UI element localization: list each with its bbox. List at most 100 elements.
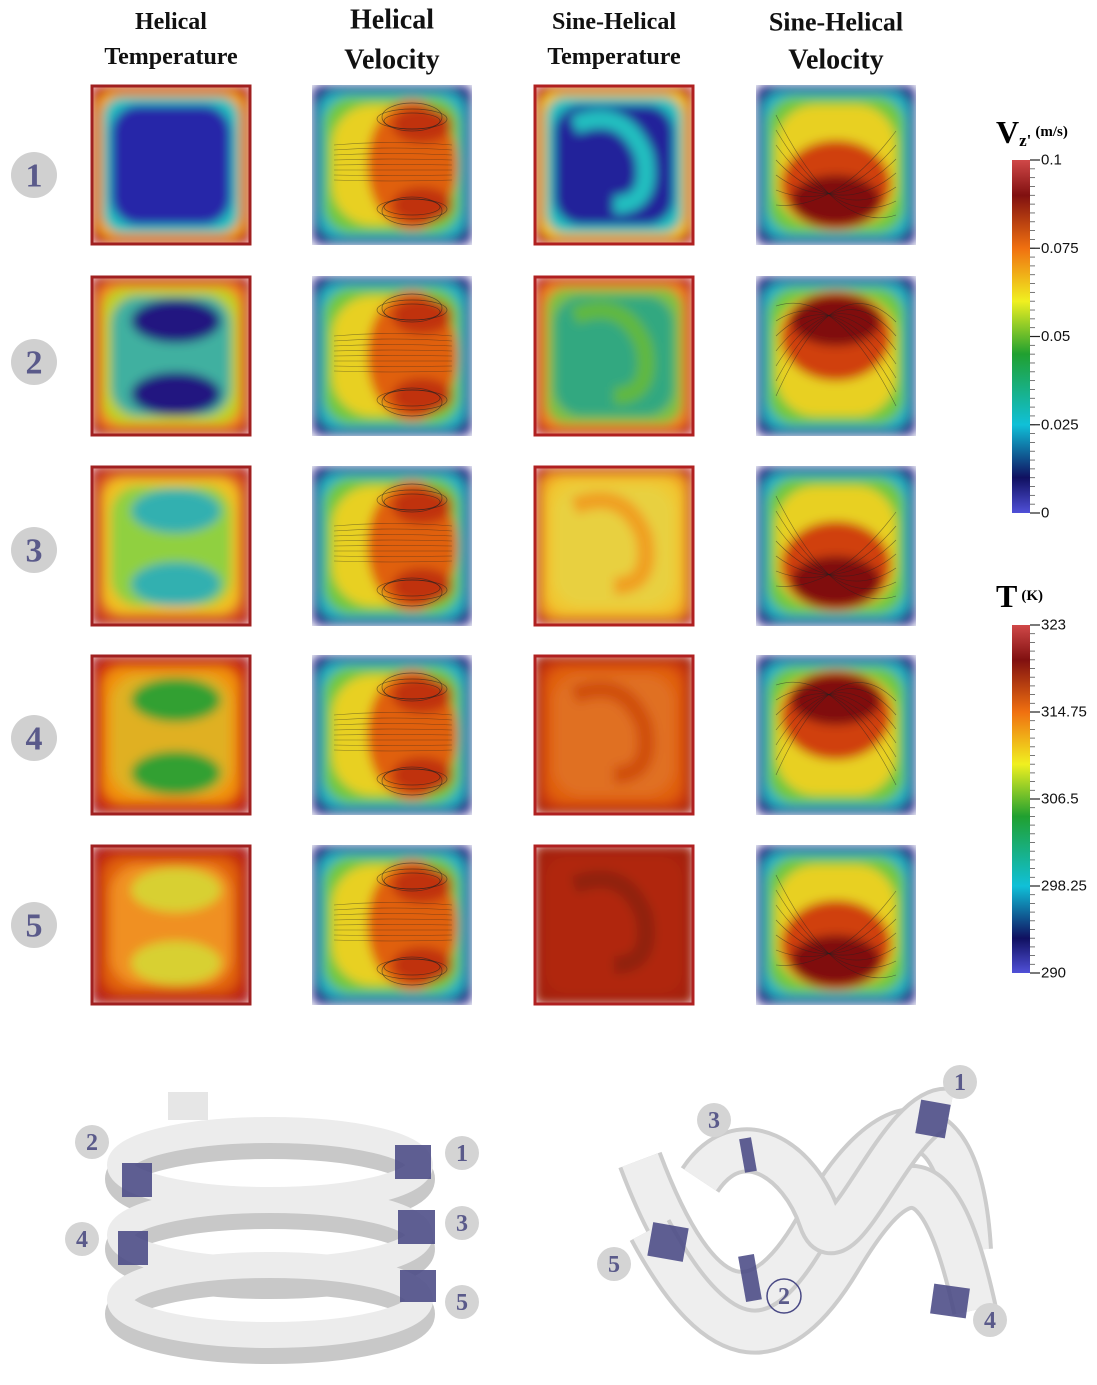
diagram-badge [445, 1136, 479, 1170]
row-badge [11, 902, 57, 948]
streamline [333, 907, 453, 911]
colorbar-unit: (K) [1021, 588, 1043, 604]
column-header: Sine-Helical [552, 9, 676, 35]
colorbar-tick-label: 0.05 [1041, 328, 1070, 345]
row-label: 5 [26, 908, 43, 945]
colorbar [1012, 160, 1030, 513]
contour-lobe [131, 372, 221, 416]
streamline [333, 939, 453, 942]
contour-lobe [392, 298, 452, 334]
contour-field [534, 276, 694, 436]
probe-plane [400, 1270, 436, 1302]
contour-lobe [392, 568, 452, 604]
streamline [383, 493, 441, 511]
streamline [333, 717, 453, 721]
contour-field [756, 276, 916, 436]
contour-blur [91, 85, 251, 245]
streamline [775, 158, 897, 194]
streamline [333, 174, 453, 176]
streamline [775, 694, 897, 744]
panel-border [533, 844, 695, 1006]
panel-border [533, 465, 695, 627]
streamline [775, 689, 897, 772]
colorbar-symbol: T [996, 578, 1017, 614]
diagram-badge [697, 1103, 731, 1137]
column-header: Velocity [788, 45, 883, 76]
diagram-badge [597, 1247, 631, 1281]
diagram-label: 1 [954, 1070, 966, 1096]
streamline [775, 313, 897, 367]
diagram-label: 3 [456, 1211, 468, 1237]
streamline [333, 734, 453, 736]
streamline [333, 333, 453, 337]
contour-field [91, 85, 251, 245]
diagram-label: 5 [608, 1252, 620, 1278]
streamline [333, 712, 453, 716]
streamline [383, 389, 441, 407]
contour-blur [756, 655, 916, 815]
contour-panel [756, 466, 916, 626]
probe-plane [118, 1231, 148, 1265]
streamline [333, 545, 453, 547]
contour-blur [756, 85, 916, 245]
streamline [775, 890, 897, 966]
contour-panel [312, 466, 472, 626]
contour-lobe [392, 488, 452, 524]
contour-lobe [131, 678, 221, 722]
streamline [333, 728, 453, 731]
contour-panel [756, 655, 916, 815]
probe-plane [122, 1163, 152, 1197]
contour-panel [756, 85, 916, 245]
streamline [333, 338, 453, 342]
streamline [775, 510, 897, 590]
contour-panel [533, 844, 695, 1006]
panel-border [90, 275, 252, 437]
streamline [333, 164, 453, 166]
diagram-badge [65, 1222, 99, 1256]
colorbar-tick-label: 314.75 [1041, 704, 1087, 721]
streamline [775, 540, 897, 577]
streamline [775, 889, 897, 969]
contour-panel [90, 275, 252, 437]
contour-lobe [392, 378, 452, 414]
streamline [775, 310, 897, 393]
streamline [383, 112, 441, 130]
streamline [383, 768, 441, 786]
streamline [333, 370, 453, 373]
contour-blur [756, 466, 916, 626]
contour-lobe [392, 757, 452, 793]
streamline [381, 862, 443, 892]
streamline [775, 688, 897, 761]
row-label: 1 [26, 158, 43, 195]
contour-swirl [570, 301, 655, 405]
colorbar-title: Vz' (m/s) [996, 114, 1068, 150]
panel-border [90, 84, 252, 246]
streamline [775, 682, 897, 776]
colorbar-tick-label: 0.075 [1041, 240, 1079, 257]
contour-lobe [131, 941, 221, 985]
column-header: Helical [135, 9, 207, 35]
contour-field [756, 845, 916, 1005]
streamline [775, 144, 897, 197]
contour-field [91, 845, 251, 1005]
contour-panel [533, 275, 695, 437]
column-header: Helical [350, 5, 434, 36]
diagram-label: 2 [86, 1130, 98, 1156]
contour-blur [534, 655, 694, 815]
panel-border [90, 654, 252, 816]
streamline [775, 525, 897, 578]
probe-plane [739, 1137, 757, 1173]
contour-field [534, 85, 694, 245]
streamline [381, 672, 443, 702]
row-label: 4 [26, 721, 43, 758]
contour-field [312, 85, 472, 245]
colorbar [1012, 625, 1030, 973]
contour-panel [312, 85, 472, 245]
contour-blur [91, 845, 251, 1005]
contour-panel [312, 276, 472, 436]
streamline [333, 153, 453, 156]
streamline [775, 511, 897, 587]
diagram-badge [445, 1285, 479, 1319]
colorbar-tick-label: 0 [1041, 505, 1049, 522]
